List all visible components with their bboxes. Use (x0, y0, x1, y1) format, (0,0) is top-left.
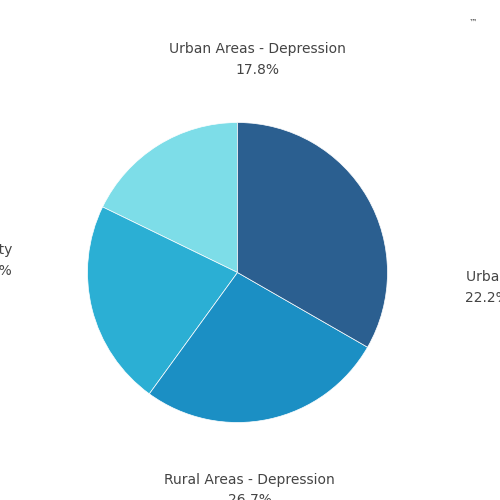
Wedge shape (102, 122, 238, 272)
Wedge shape (150, 272, 368, 422)
Text: Urban Areas - Anxiety
22.2%: Urban Areas - Anxiety 22.2% (466, 270, 500, 305)
Wedge shape (238, 122, 388, 347)
Text: Rural Areas - Anxity
33.3%: Rural Areas - Anxity 33.3% (0, 243, 12, 278)
Text: Urban Areas - Depression
17.8%: Urban Areas - Depression 17.8% (168, 42, 346, 77)
Wedge shape (88, 207, 238, 394)
Text: ™: ™ (468, 18, 476, 26)
Text: Rural Areas - Depression
26.7%: Rural Areas - Depression 26.7% (164, 472, 335, 500)
